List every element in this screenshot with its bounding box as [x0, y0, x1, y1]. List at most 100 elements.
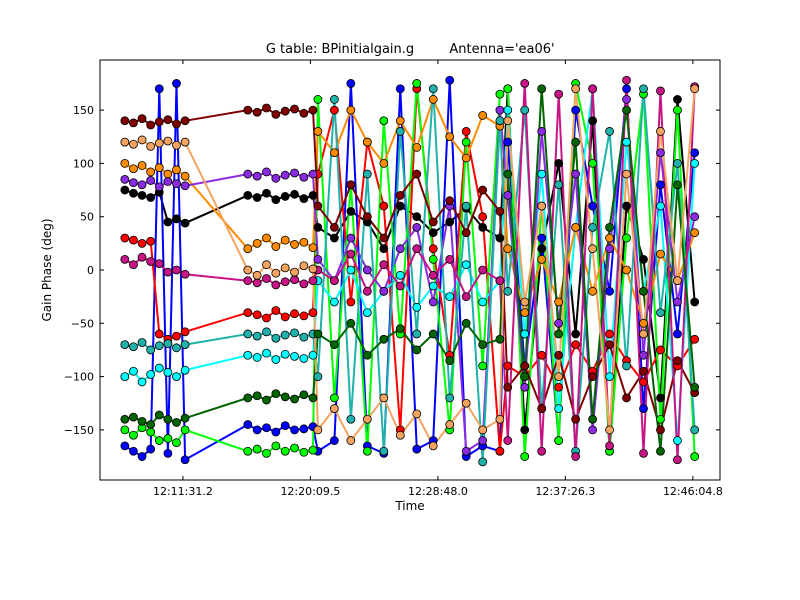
data-point-s11 [280, 392, 290, 402]
data-point-s12 [622, 169, 631, 179]
data-point-s2 [412, 444, 422, 454]
data-point-s10 [280, 277, 290, 287]
data-point-s6 [537, 254, 547, 264]
data-point-s12 [163, 136, 173, 146]
data-point-s5 [252, 353, 262, 362]
data-point-s1 [120, 185, 130, 195]
data-point-s11 [299, 390, 309, 400]
data-point-s9 [299, 108, 309, 118]
data-point-s4 [495, 89, 505, 99]
data-point-s10 [605, 441, 614, 451]
y-tick-label: 50 [80, 211, 94, 224]
data-point-s11 [690, 382, 700, 392]
data-point-s1 [129, 188, 138, 198]
data-point-s11 [271, 389, 281, 399]
data-point-s3 [243, 308, 253, 318]
data-point-s12 [362, 414, 372, 424]
data-point-s6 [362, 137, 372, 147]
data-point-s1 [271, 195, 281, 205]
data-point-s4 [299, 447, 309, 457]
data-point-s5 [308, 350, 318, 360]
data-point-s12 [346, 436, 356, 445]
data-point-s11 [622, 105, 631, 115]
data-point-s4 [243, 446, 253, 456]
data-point-s9 [313, 201, 323, 211]
data-point-s6 [639, 318, 648, 328]
data-point-s7 [172, 179, 181, 189]
data-point-s3 [690, 334, 700, 344]
data-point-s1 [379, 244, 389, 254]
data-point-s7 [503, 190, 513, 200]
data-point-s6 [412, 143, 422, 152]
data-point-s7 [639, 350, 648, 360]
data-point-s7 [395, 244, 405, 254]
data-point-s1 [329, 233, 339, 243]
data-point-s1 [163, 217, 173, 227]
data-point-s6 [571, 222, 581, 232]
data-point-s8 [137, 338, 147, 347]
data-point-s7 [461, 446, 471, 456]
data-point-s8 [461, 201, 471, 211]
data-point-s10 [588, 84, 598, 94]
data-point-s7 [537, 127, 547, 136]
data-point-s8 [280, 330, 290, 340]
data-point-s3 [180, 327, 190, 337]
data-point-s5 [137, 377, 147, 387]
data-point-s9 [280, 106, 290, 116]
data-point-s10 [163, 267, 173, 277]
data-point-s8 [120, 340, 130, 350]
data-point-s4 [120, 425, 130, 435]
data-point-s1 [243, 190, 253, 200]
data-point-s9 [137, 114, 147, 124]
data-point-s6 [588, 286, 598, 296]
data-point-s6 [120, 159, 130, 168]
data-point-s1 [554, 159, 564, 168]
data-point-s5 [445, 292, 455, 302]
data-point-s11 [172, 418, 181, 427]
data-point-s2 [280, 421, 290, 431]
data-point-s12 [137, 135, 147, 145]
data-point-s11 [180, 413, 190, 423]
data-point-s9 [154, 117, 164, 127]
data-point-s6 [346, 105, 356, 115]
data-point-s3 [154, 329, 164, 339]
data-point-s6 [146, 167, 156, 177]
data-point-s12 [379, 393, 389, 403]
data-point-s11 [243, 393, 253, 403]
data-point-s12 [412, 409, 422, 419]
data-point-s2 [503, 137, 513, 147]
data-point-s2 [271, 427, 281, 437]
data-point-s4 [154, 436, 164, 445]
data-point-s7 [154, 182, 164, 192]
data-point-s1 [656, 393, 665, 403]
data-point-s8 [252, 331, 262, 341]
data-point-s7 [379, 286, 389, 296]
data-point-s3 [129, 235, 138, 245]
data-point-s3 [146, 236, 156, 246]
data-point-s11 [571, 137, 581, 147]
data-point-s2 [656, 180, 665, 190]
data-point-s4 [428, 254, 438, 264]
data-point-s5 [180, 365, 190, 375]
data-point-s7 [690, 212, 700, 222]
data-point-s6 [299, 237, 309, 247]
data-point-s2 [163, 448, 173, 458]
data-point-s11 [329, 340, 339, 350]
data-point-s2 [137, 452, 147, 461]
data-point-s11 [445, 356, 455, 366]
data-point-s7 [571, 169, 581, 179]
data-point-s2 [120, 441, 130, 451]
data-point-s5 [362, 308, 372, 318]
data-point-s10 [290, 275, 299, 284]
data-point-s9 [243, 105, 253, 115]
data-point-s11 [154, 410, 164, 420]
data-point-s9 [520, 361, 530, 371]
data-point-s11 [137, 416, 147, 426]
data-point-s6 [461, 153, 471, 163]
data-point-s9 [588, 372, 598, 381]
x-tick-label: 12:20:09.5 [280, 485, 340, 498]
data-point-s7 [656, 148, 665, 158]
data-point-s5 [280, 349, 290, 359]
data-point-s8 [163, 339, 173, 348]
data-point-s1 [639, 254, 648, 264]
